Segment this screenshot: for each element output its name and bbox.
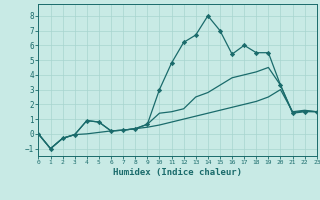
X-axis label: Humidex (Indice chaleur): Humidex (Indice chaleur) <box>113 168 242 177</box>
